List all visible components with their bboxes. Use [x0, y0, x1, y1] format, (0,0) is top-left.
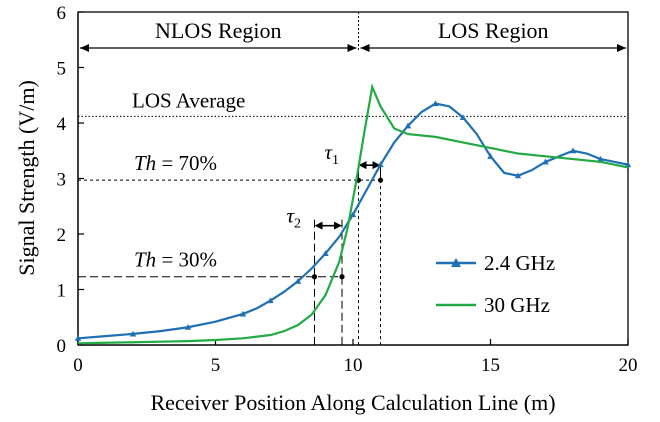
threshold-70-prefix: Th: [134, 151, 156, 175]
x-tick-label: 5: [211, 355, 221, 376]
series-line-30ghz: [77, 83, 629, 345]
series-point-2-4ghz: [459, 114, 467, 121]
y-tick-label: 1: [57, 281, 67, 302]
series-point-2-4ghz: [377, 161, 384, 168]
series-point-2-4ghz: [597, 155, 604, 162]
series-point-2-4ghz: [514, 172, 522, 179]
series-point-2-4ghz: [239, 310, 247, 317]
threshold-30-prefix: Th: [134, 248, 156, 272]
series-point-2-4ghz: [129, 330, 137, 337]
arrow-head: [358, 161, 367, 170]
y-tick-label: 5: [57, 59, 67, 80]
los-region-label: LOS Region: [438, 18, 549, 43]
arrow-head: [617, 44, 626, 52]
series-point-2-4ghz: [322, 250, 329, 256]
series-point-2-4ghz: [349, 211, 357, 218]
series-point-2-4ghz: [404, 122, 412, 129]
arrow-head: [360, 44, 370, 52]
series-point-2-4ghz: [624, 161, 632, 168]
threshold-crossing-dot: [311, 274, 318, 280]
series-point-2-4ghz: [74, 335, 82, 341]
arrow-head: [347, 44, 357, 52]
tau1-subscript: 1: [332, 153, 339, 168]
threshold-70-value: = 70%: [156, 151, 217, 175]
series-point-2-4ghz: [184, 324, 192, 330]
los-average-label: LOS Average: [132, 88, 245, 112]
x-tick-label: 10: [344, 355, 363, 376]
tau2-label: τ2: [287, 204, 302, 232]
legend-2-4ghz-marker: [451, 258, 461, 267]
legend: 2.4 GHz 30 GHz: [436, 251, 555, 317]
nlos-region-label: NLOS Region: [155, 18, 282, 43]
y-tick-label: 0: [57, 336, 67, 357]
y-tick-label: 4: [57, 114, 67, 135]
x-ticks: 0 5 10 15 20: [73, 339, 638, 376]
series-point-2-4ghz: [542, 158, 549, 165]
y-tick-label: 6: [57, 3, 67, 24]
y-tick-label: 2: [57, 225, 67, 246]
x-tick-label: 20: [619, 355, 638, 376]
tau1-label: τ1: [325, 140, 340, 168]
series-markers-2-4ghz: [74, 100, 632, 341]
y-ticks: 0 1 2 3 4 5 6: [57, 3, 84, 357]
x-axis-label: Receiver Position Along Calculation Line…: [150, 390, 555, 415]
y-axis-label: Signal Strength (V/m): [14, 80, 39, 276]
tau1-symbol: τ: [325, 140, 334, 164]
threshold-70-label: Th = 70%: [134, 151, 217, 175]
series-point-2-4ghz: [569, 147, 577, 154]
series-point-2-4ghz: [267, 297, 274, 304]
region-markers: NLOS Region LOS Region: [80, 12, 626, 52]
arrow-head: [372, 161, 381, 170]
threshold-30-label: Th = 30%: [134, 248, 217, 272]
series-point-2-4ghz: [294, 277, 302, 284]
x-tick-label: 15: [481, 355, 500, 376]
series-line-2-4ghz: [77, 102, 629, 340]
tau2-subscript: 2: [294, 217, 301, 232]
threshold-crossing-dot: [339, 274, 345, 280]
arrow-head: [314, 221, 323, 230]
tau2-symbol: τ: [287, 204, 296, 228]
series-point-2-4ghz: [487, 153, 494, 159]
legend-30ghz-label: 30 GHz: [484, 293, 550, 317]
arrow-head: [80, 44, 89, 52]
legend-2-4ghz-label: 2.4 GHz: [484, 251, 555, 275]
x-tick-label: 0: [73, 355, 83, 376]
y-tick-label: 3: [57, 170, 67, 191]
arrow-head: [334, 221, 342, 230]
series-point-2-4ghz: [432, 100, 439, 107]
threshold-30-value: = 30%: [156, 248, 217, 272]
